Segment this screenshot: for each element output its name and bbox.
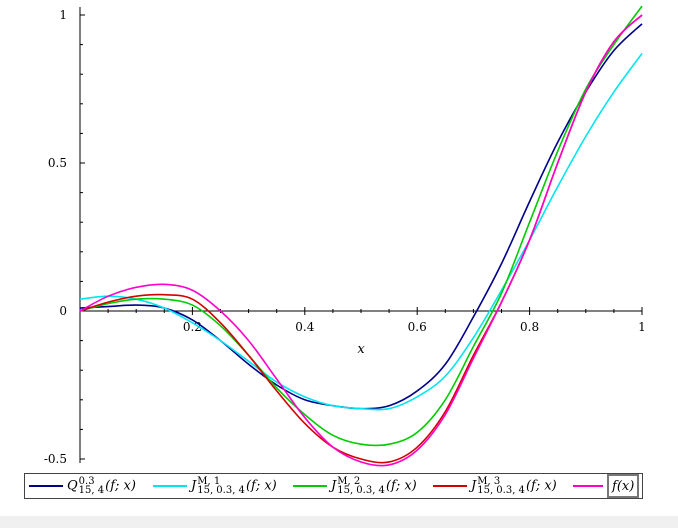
legend-label-j2: J M, 2 15, 0.3, 4 (f; x) <box>331 476 417 496</box>
series-j3-line <box>79 14 643 464</box>
legend-item-j2: J M, 2 15, 0.3, 4 (f; x) <box>293 474 417 498</box>
legend-label-j1: J M, 1 15, 0.3, 4 (f; x) <box>191 476 277 496</box>
legend-swatch-j3 <box>433 485 467 487</box>
legend-item-f: f (x) <box>573 474 640 498</box>
x-axis-label: x <box>357 342 365 357</box>
window-bottom-band <box>0 516 678 528</box>
y-tick-label: 0 <box>59 304 67 318</box>
legend-swatch-q <box>29 485 63 487</box>
x-tick-label: 0.4 <box>295 320 314 334</box>
legend-swatch-j1 <box>153 485 187 487</box>
legend-item-j1: J M, 1 15, 0.3, 4 (f; x) <box>153 474 277 498</box>
series-j2-line <box>79 5 643 447</box>
x-tick-label: 1 <box>638 320 646 334</box>
y-tick-label: 0.5 <box>48 156 67 170</box>
legend-swatch-j2 <box>293 485 327 487</box>
series-j1-line <box>79 53 643 411</box>
plot-area: 0.2 0.4 0.6 0.8 110.50-0.5x <box>44 5 646 467</box>
legend-item-j3: J M, 3 15, 0.3, 4 (f; x) <box>433 474 557 498</box>
legend-item-q: Q 0.3 15, 4 (f; x) <box>29 474 136 498</box>
x-tick-label: 0.8 <box>520 320 539 334</box>
x-tick-label: 0.6 <box>408 320 427 334</box>
legend-label-q: Q 0.3 15, 4 (f; x) <box>67 476 136 496</box>
series-f-line <box>79 14 643 467</box>
y-tick-label: -0.5 <box>44 452 67 466</box>
y-tick-label: 1 <box>59 8 67 22</box>
legend-label-f: f (x) <box>607 474 640 498</box>
legend-swatch-f <box>573 485 603 487</box>
legend-label-j3: J M, 3 15, 0.3, 4 (f; x) <box>471 476 557 496</box>
